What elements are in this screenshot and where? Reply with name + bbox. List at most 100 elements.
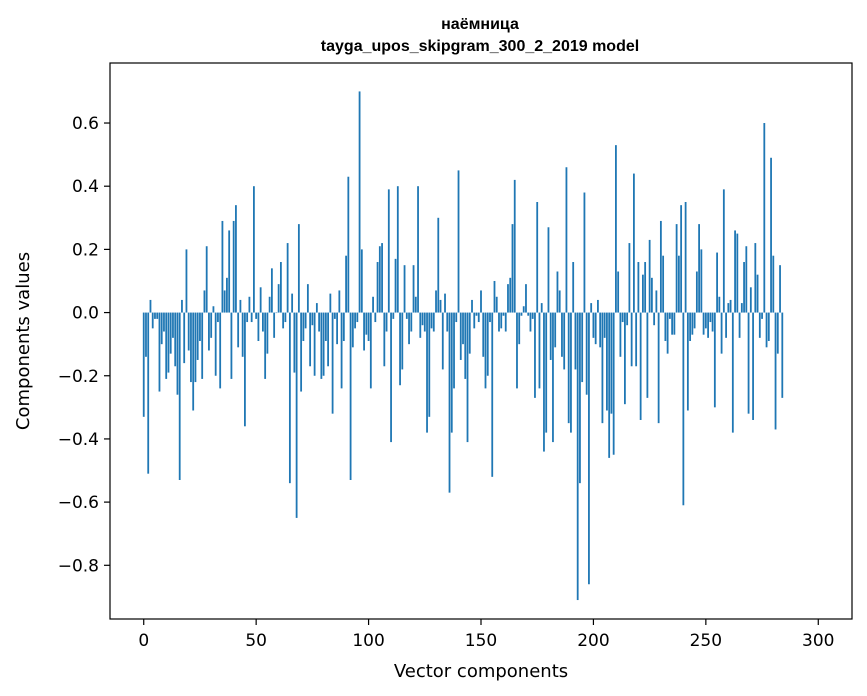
bar bbox=[358, 91, 361, 313]
bar bbox=[410, 312, 413, 332]
bar bbox=[650, 277, 653, 313]
bar bbox=[722, 189, 725, 313]
bar bbox=[174, 312, 177, 367]
bar bbox=[680, 205, 683, 313]
bar bbox=[574, 312, 577, 370]
bar bbox=[583, 192, 586, 313]
bar bbox=[563, 312, 566, 370]
bar bbox=[178, 312, 181, 480]
y-tick-label: 0.6 bbox=[72, 114, 99, 134]
bar bbox=[311, 312, 314, 326]
bar bbox=[597, 299, 599, 313]
bar bbox=[435, 290, 437, 313]
bar bbox=[221, 220, 224, 313]
bar bbox=[619, 312, 622, 357]
x-tick-label: 150 bbox=[465, 631, 497, 651]
bar bbox=[637, 262, 640, 313]
bar bbox=[531, 312, 534, 319]
bar bbox=[169, 312, 172, 354]
bar bbox=[248, 296, 251, 313]
bar bbox=[226, 277, 228, 313]
bar bbox=[156, 312, 159, 319]
bar bbox=[644, 262, 647, 313]
bar bbox=[363, 312, 365, 351]
bar bbox=[534, 312, 536, 398]
bar bbox=[466, 312, 469, 443]
x-axis-label: Vector components bbox=[394, 661, 568, 682]
bar bbox=[700, 249, 703, 313]
bar bbox=[689, 312, 692, 341]
bar bbox=[617, 271, 620, 313]
bar bbox=[774, 312, 777, 430]
bar bbox=[621, 312, 624, 323]
x-tick-label: 50 bbox=[245, 631, 267, 651]
chart-subtitle: tayga_upos_skipgram_300_2_2019 model bbox=[321, 38, 639, 55]
bar bbox=[257, 312, 260, 341]
bar bbox=[385, 312, 388, 332]
bar bbox=[615, 145, 617, 313]
bar bbox=[695, 271, 698, 313]
bar bbox=[633, 173, 635, 313]
bar bbox=[495, 296, 498, 313]
bar bbox=[453, 312, 455, 389]
bar bbox=[659, 220, 662, 313]
bar bbox=[190, 312, 192, 383]
bar bbox=[219, 312, 222, 389]
bar bbox=[698, 224, 700, 313]
bar bbox=[525, 284, 527, 313]
bar bbox=[338, 290, 341, 313]
bar bbox=[345, 255, 347, 313]
bar bbox=[210, 312, 213, 338]
bar bbox=[304, 312, 307, 329]
bar bbox=[734, 230, 736, 313]
bar bbox=[302, 312, 305, 341]
bar bbox=[579, 312, 581, 484]
bar bbox=[392, 312, 395, 319]
bars-group bbox=[142, 91, 784, 601]
bar bbox=[754, 243, 757, 313]
bar bbox=[367, 312, 370, 341]
bar bbox=[462, 312, 464, 345]
bar bbox=[205, 246, 208, 313]
bar bbox=[671, 312, 674, 335]
bar bbox=[691, 312, 694, 335]
bar bbox=[522, 306, 525, 313]
bar bbox=[772, 255, 775, 313]
bar bbox=[635, 312, 638, 367]
bar bbox=[376, 262, 379, 313]
bar bbox=[473, 312, 476, 329]
bar bbox=[172, 312, 174, 338]
bar bbox=[455, 312, 458, 323]
bar bbox=[259, 287, 262, 313]
bar bbox=[549, 312, 552, 360]
bar bbox=[581, 312, 584, 383]
bar bbox=[147, 312, 150, 474]
bar bbox=[585, 312, 588, 395]
bar bbox=[255, 312, 258, 319]
bar bbox=[767, 312, 770, 341]
bar bbox=[253, 186, 255, 313]
bar bbox=[561, 312, 563, 357]
bar bbox=[594, 312, 597, 345]
bar bbox=[374, 312, 377, 323]
bar bbox=[608, 312, 611, 458]
bar bbox=[324, 312, 327, 341]
bar bbox=[567, 312, 570, 424]
bar bbox=[518, 312, 521, 345]
bar bbox=[273, 312, 276, 338]
bar bbox=[291, 293, 294, 313]
x-tick-label: 300 bbox=[802, 631, 834, 651]
bar bbox=[230, 312, 233, 379]
bar bbox=[430, 312, 433, 329]
bar bbox=[419, 312, 422, 338]
bar bbox=[502, 312, 505, 316]
bar bbox=[731, 312, 734, 433]
bar bbox=[504, 312, 507, 332]
bar bbox=[601, 312, 604, 424]
bar bbox=[491, 312, 494, 477]
x-tick-label: 200 bbox=[577, 631, 609, 651]
bar bbox=[713, 312, 716, 408]
bar bbox=[244, 312, 246, 427]
bar bbox=[704, 312, 707, 329]
bar bbox=[747, 312, 750, 414]
